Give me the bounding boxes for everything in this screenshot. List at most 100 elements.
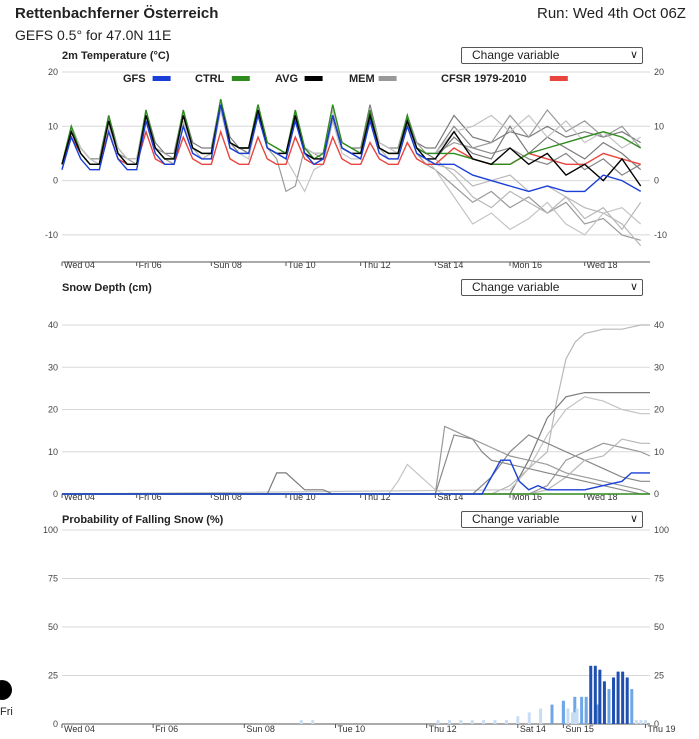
x-tick-label: Wed 18 [587, 260, 618, 270]
y-tick-label-left: 100 [43, 525, 58, 535]
y-tick-label-left: 10 [48, 447, 58, 457]
snow-probability-bar [584, 696, 588, 724]
x-tick-label: Tue 10 [288, 492, 316, 502]
y-tick-label-left: 20 [48, 67, 58, 77]
x-tick-label: Thu 12 [363, 260, 391, 270]
member-series-line [62, 425, 651, 495]
legend-swatch [304, 76, 323, 81]
y-tick-label-right: 25 [654, 671, 664, 681]
run-time: Run: Wed 4th Oct 06Z [537, 5, 686, 22]
gfs-series-line [61, 104, 642, 193]
y-tick-label-right: 100 [654, 525, 669, 535]
snow-probability-bar [311, 720, 315, 724]
snow-probability-variable-select[interactable]: Change variable ∨ [461, 511, 643, 528]
x-tick-label: Wed 04 [64, 724, 95, 734]
y-tick-label-left: 0 [53, 176, 58, 186]
member-series-line [62, 438, 650, 495]
y-tick-label-right: 20 [654, 67, 664, 77]
snow-probability-bar [539, 708, 543, 724]
snow-probability-bar [571, 712, 575, 724]
snow-probability-bar [504, 720, 508, 724]
snow-probability-bar [625, 677, 629, 724]
gfs-series-line [62, 459, 650, 495]
x-tick-label: Mon 16 [512, 492, 542, 502]
snow-probability-bar [470, 720, 474, 724]
select-value: Change variable [472, 512, 560, 526]
x-tick-label: Sun 15 [565, 724, 594, 734]
chevron-down-icon: ∨ [629, 49, 638, 61]
legend-label: MEM [349, 73, 375, 85]
x-tick-label: Fri 06 [139, 260, 162, 270]
snow-probability-bar [527, 712, 531, 724]
temperature-variable-select[interactable]: Change variable ∨ [461, 47, 643, 64]
snow-probability-bar [612, 677, 616, 724]
y-tick-label-right: 0 [654, 489, 659, 499]
snow-probability-panel-title: Probability of Falling Snow (%) [62, 514, 224, 526]
x-tick-label: Sun 08 [213, 492, 242, 502]
snow-probability-bar [561, 704, 565, 724]
y-tick-label-left: 0 [53, 719, 58, 729]
legend-label: CTRL [195, 73, 225, 85]
side-label: Fri [0, 706, 13, 718]
snow-probability-bar [580, 696, 584, 724]
snow-probability-bar [550, 704, 554, 724]
snow-probability-bar [639, 720, 643, 724]
snow-probability-bar [589, 665, 593, 724]
y-tick-label-left: 40 [48, 320, 58, 330]
y-tick-label-left: 25 [48, 671, 58, 681]
x-tick-label: Sun 08 [213, 260, 242, 270]
y-tick-label-left: 10 [48, 121, 58, 131]
x-tick-label: Tue 10 [288, 260, 316, 270]
x-tick-label: Wed 04 [64, 260, 95, 270]
x-tick-label: Sat 14 [437, 492, 463, 502]
snow-probability-bar [593, 665, 597, 724]
snow-probability-bar [482, 720, 486, 724]
snow-probability-bar [598, 669, 602, 724]
y-tick-label-left: 50 [48, 622, 58, 632]
x-tick-label: Tue 10 [337, 724, 365, 734]
location-title: Rettenbachferner Österreich [15, 5, 219, 22]
legend-swatch [549, 76, 568, 81]
y-tick-label-right: 75 [654, 574, 664, 584]
x-tick-label: Sat 14 [520, 724, 546, 734]
snow-probability-bar [607, 689, 611, 724]
member-series-line [62, 434, 650, 495]
member-series-line [62, 442, 651, 495]
x-tick-label: Fri 06 [139, 492, 162, 502]
y-tick-label-left: -10 [45, 230, 58, 240]
legend-label: AVG [275, 73, 298, 85]
y-tick-label-right: 10 [654, 447, 664, 457]
snow-probability-bar [436, 720, 440, 724]
snow-probability-bar [616, 671, 620, 724]
snow-probability-bar [621, 671, 625, 724]
snow-probability-bar [573, 712, 577, 724]
snow-probability-bar [634, 720, 638, 724]
y-tick-label-left: 30 [48, 362, 58, 372]
y-tick-label-left: 20 [48, 405, 58, 415]
snow-probability-bar [630, 689, 634, 724]
y-tick-label-right: 20 [654, 405, 664, 415]
y-tick-label-left: 0 [53, 489, 58, 499]
y-tick-label-right: 10 [654, 121, 664, 131]
y-tick-label-right: 30 [654, 362, 664, 372]
member-series-line [62, 463, 445, 495]
member-series-line [62, 392, 650, 495]
snow-depth-panel-title: Snow Depth (cm) [62, 282, 152, 294]
x-tick-label: Thu 19 [647, 724, 675, 734]
member-series-line [61, 104, 642, 165]
snow-probability-bar [516, 716, 520, 724]
x-tick-label: Sat 14 [437, 260, 463, 270]
snow-probability-bar [643, 720, 647, 724]
member-series-line [62, 472, 333, 495]
snow-probability-bar [575, 708, 579, 724]
select-value: Change variable [472, 48, 560, 62]
snow-probability-bar [459, 720, 463, 724]
chevron-down-icon: ∨ [629, 281, 638, 293]
snow-depth-variable-select[interactable]: Change variable ∨ [461, 279, 643, 296]
legend-swatch [378, 76, 397, 81]
snow-probability-bar [299, 720, 303, 724]
snow-probability-bar [566, 708, 570, 724]
member-series-line [61, 396, 650, 495]
x-tick-label: Fri 06 [155, 724, 178, 734]
